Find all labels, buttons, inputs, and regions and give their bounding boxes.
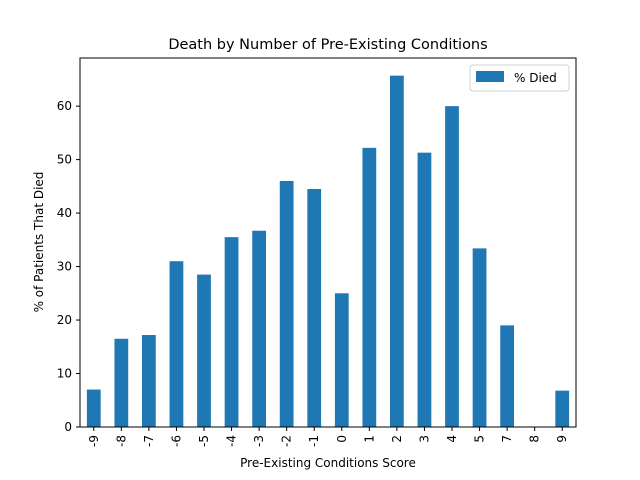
legend-swatch xyxy=(476,71,504,82)
y-tick-label: 30 xyxy=(57,260,72,274)
bar xyxy=(86,389,101,427)
x-tick-label: -3 xyxy=(252,435,266,447)
bar xyxy=(500,325,514,427)
chart-title: Death by Number of Pre-Existing Conditio… xyxy=(168,37,487,53)
x-tick-label: 4 xyxy=(445,435,459,443)
y-tick-label: 10 xyxy=(57,367,72,381)
x-axis-label: Pre-Existing Conditions Score xyxy=(240,456,416,470)
x-tick-label: -4 xyxy=(225,435,239,447)
bar xyxy=(555,390,570,427)
y-tick-label: 60 xyxy=(57,99,72,113)
x-tick-label: -8 xyxy=(114,435,128,447)
y-tick-label: 20 xyxy=(57,313,72,327)
bar xyxy=(307,189,322,427)
x-tick-label: -6 xyxy=(169,435,183,447)
y-tick-label: 0 xyxy=(64,420,72,434)
x-tick-label: 1 xyxy=(362,435,376,443)
bar xyxy=(197,274,211,427)
x-tick-label: -2 xyxy=(280,435,294,447)
bar xyxy=(142,335,156,427)
bar xyxy=(362,147,377,427)
x-tick-label: 2 xyxy=(390,435,404,443)
x-tick-label: 0 xyxy=(335,435,349,443)
legend-label: % Died xyxy=(514,71,557,85)
bar xyxy=(472,248,487,427)
bars-group xyxy=(86,75,570,427)
x-tick-label: -7 xyxy=(142,435,156,447)
x-tick-label: 7 xyxy=(500,435,514,443)
x-ticks-group: -9 -8 -7 -6 -5 -4 -3 -2 -1 0 1 2 3 4 5 7 8 9 xyxy=(87,427,569,447)
bar xyxy=(279,181,294,427)
y-tick-label: 40 xyxy=(57,206,72,220)
bar xyxy=(334,293,349,427)
bar xyxy=(252,230,266,427)
x-tick-label: -9 xyxy=(87,435,101,447)
bar xyxy=(114,338,129,427)
bar xyxy=(417,152,432,427)
bar xyxy=(224,237,239,427)
legend: % Died xyxy=(469,64,570,92)
x-tick-label: -1 xyxy=(307,435,321,447)
x-tick-label: 8 xyxy=(528,435,542,443)
y-axis-label: % of Patients That Died xyxy=(32,172,46,313)
plot-frame xyxy=(79,57,577,428)
y-tick-label: 50 xyxy=(57,153,72,167)
bar xyxy=(390,75,404,427)
x-tick-label: 3 xyxy=(417,435,431,443)
y-ticks-group: 0 10 20 30 40 50 60 xyxy=(57,99,80,434)
x-tick-label: -5 xyxy=(197,435,211,447)
x-tick-label: 5 xyxy=(473,435,487,443)
x-tick-label: 9 xyxy=(555,435,569,443)
bar xyxy=(169,261,184,427)
bar xyxy=(445,106,459,427)
